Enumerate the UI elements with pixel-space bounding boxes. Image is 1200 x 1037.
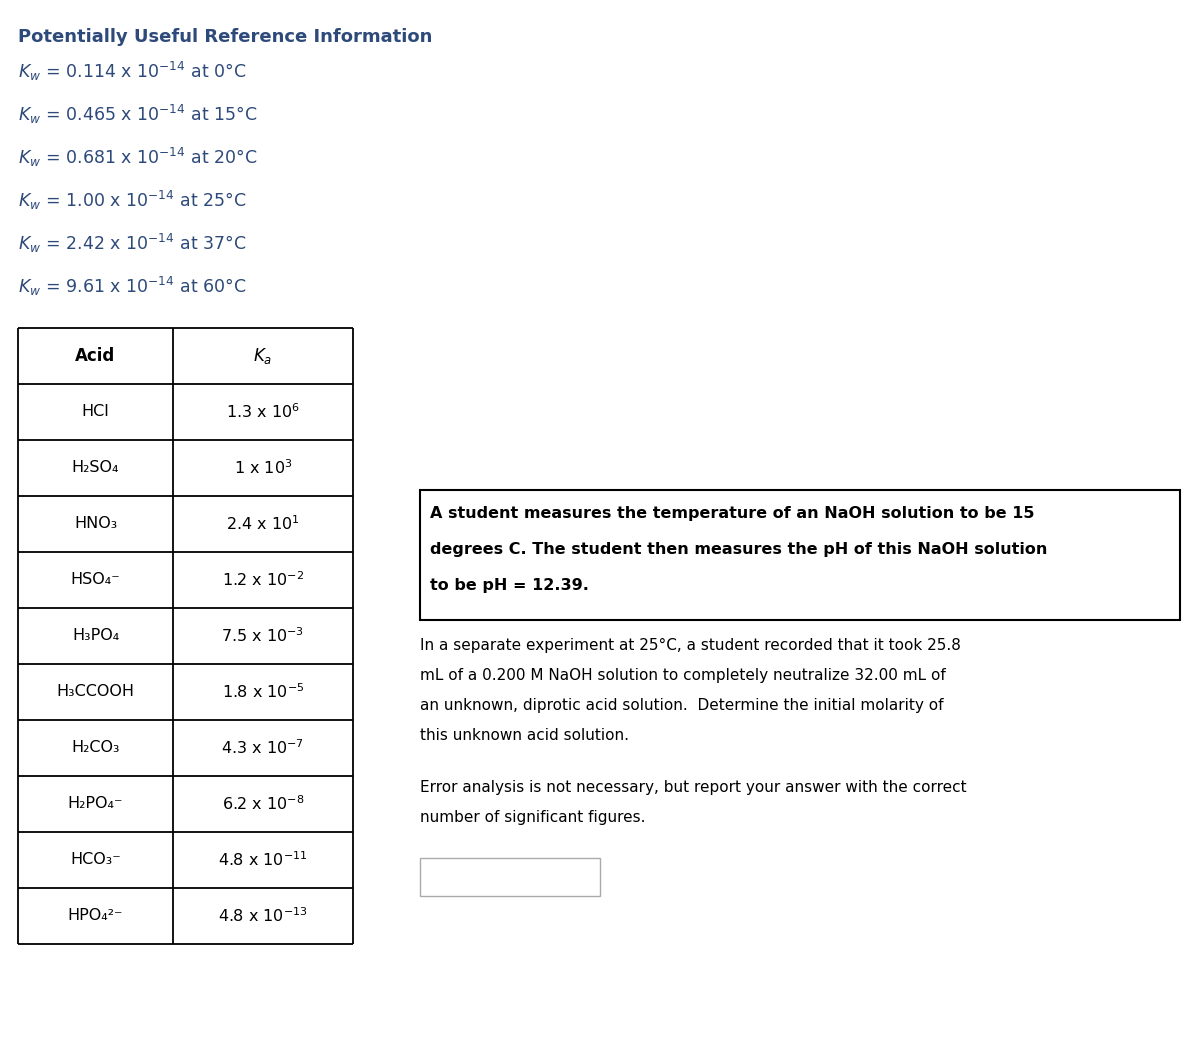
Text: $K_w$ = 0.465 x 10$^{-14}$ at 15°C: $K_w$ = 0.465 x 10$^{-14}$ at 15°C bbox=[18, 103, 258, 127]
Text: A student measures the temperature of an NaOH solution to be 15: A student measures the temperature of an… bbox=[430, 506, 1034, 521]
Text: an unknown, diprotic acid solution.  Determine the initial molarity of: an unknown, diprotic acid solution. Dete… bbox=[420, 698, 943, 713]
Text: $K_a$: $K_a$ bbox=[253, 346, 272, 366]
Text: 6.2 x 10$^{-8}$: 6.2 x 10$^{-8}$ bbox=[222, 794, 305, 813]
Text: HPO₄²⁻: HPO₄²⁻ bbox=[67, 908, 124, 924]
Text: $K_w$ = 1.00 x 10$^{-14}$ at 25°C: $K_w$ = 1.00 x 10$^{-14}$ at 25°C bbox=[18, 189, 246, 213]
Text: In a separate experiment at 25°C, a student recorded that it took 25.8: In a separate experiment at 25°C, a stud… bbox=[420, 638, 961, 653]
Text: mL of a 0.200 M NaOH solution to completely neutralize 32.00 mL of: mL of a 0.200 M NaOH solution to complet… bbox=[420, 668, 946, 683]
Text: $K_w$ = 2.42 x 10$^{-14}$ at 37°C: $K_w$ = 2.42 x 10$^{-14}$ at 37°C bbox=[18, 232, 246, 255]
Bar bbox=[420, 858, 600, 896]
Text: HSO₄⁻: HSO₄⁻ bbox=[71, 572, 120, 588]
Text: $K_w$ = 0.114 x 10$^{-14}$ at 0°C: $K_w$ = 0.114 x 10$^{-14}$ at 0°C bbox=[18, 60, 246, 83]
Text: 4.3 x 10$^{-7}$: 4.3 x 10$^{-7}$ bbox=[222, 738, 305, 757]
Text: degrees C. The student then measures the pH of this NaOH solution: degrees C. The student then measures the… bbox=[430, 542, 1048, 557]
Text: H₂SO₄: H₂SO₄ bbox=[72, 460, 119, 476]
Text: 1 x 10$^{3}$: 1 x 10$^{3}$ bbox=[234, 458, 293, 477]
Text: $K_w$ = 9.61 x 10$^{-14}$ at 60°C: $K_w$ = 9.61 x 10$^{-14}$ at 60°C bbox=[18, 275, 246, 298]
Text: H₂CO₃: H₂CO₃ bbox=[71, 740, 120, 756]
Text: 7.5 x 10$^{-3}$: 7.5 x 10$^{-3}$ bbox=[222, 626, 305, 645]
Text: H₃CCOOH: H₃CCOOH bbox=[56, 684, 134, 700]
Text: Acid: Acid bbox=[76, 347, 115, 365]
Text: H₃PO₄: H₃PO₄ bbox=[72, 628, 119, 644]
Text: HNO₃: HNO₃ bbox=[74, 516, 118, 532]
Text: 2.4 x 10$^{1}$: 2.4 x 10$^{1}$ bbox=[227, 514, 300, 533]
Text: HCl: HCl bbox=[82, 404, 109, 420]
Text: 1.8 x 10$^{-5}$: 1.8 x 10$^{-5}$ bbox=[222, 682, 305, 701]
Text: to be pH = 12.39.: to be pH = 12.39. bbox=[430, 578, 589, 593]
Text: 4.8 x 10$^{-11}$: 4.8 x 10$^{-11}$ bbox=[218, 850, 308, 869]
Text: 1.3 x 10$^{6}$: 1.3 x 10$^{6}$ bbox=[226, 402, 300, 421]
Text: 1.2 x 10$^{-2}$: 1.2 x 10$^{-2}$ bbox=[222, 570, 304, 589]
Bar bbox=[420, 491, 1180, 620]
Text: H₂PO₄⁻: H₂PO₄⁻ bbox=[67, 796, 124, 812]
Text: $K_w$ = 0.681 x 10$^{-14}$ at 20°C: $K_w$ = 0.681 x 10$^{-14}$ at 20°C bbox=[18, 146, 258, 169]
Text: Potentially Useful Reference Information: Potentially Useful Reference Information bbox=[18, 28, 432, 46]
Text: 4.8 x 10$^{-13}$: 4.8 x 10$^{-13}$ bbox=[218, 906, 308, 925]
Text: Error analysis is not necessary, but report your answer with the correct: Error analysis is not necessary, but rep… bbox=[420, 780, 967, 795]
Text: this unknown acid solution.: this unknown acid solution. bbox=[420, 728, 629, 742]
Text: HCO₃⁻: HCO₃⁻ bbox=[70, 852, 121, 868]
Text: number of significant figures.: number of significant figures. bbox=[420, 810, 646, 825]
